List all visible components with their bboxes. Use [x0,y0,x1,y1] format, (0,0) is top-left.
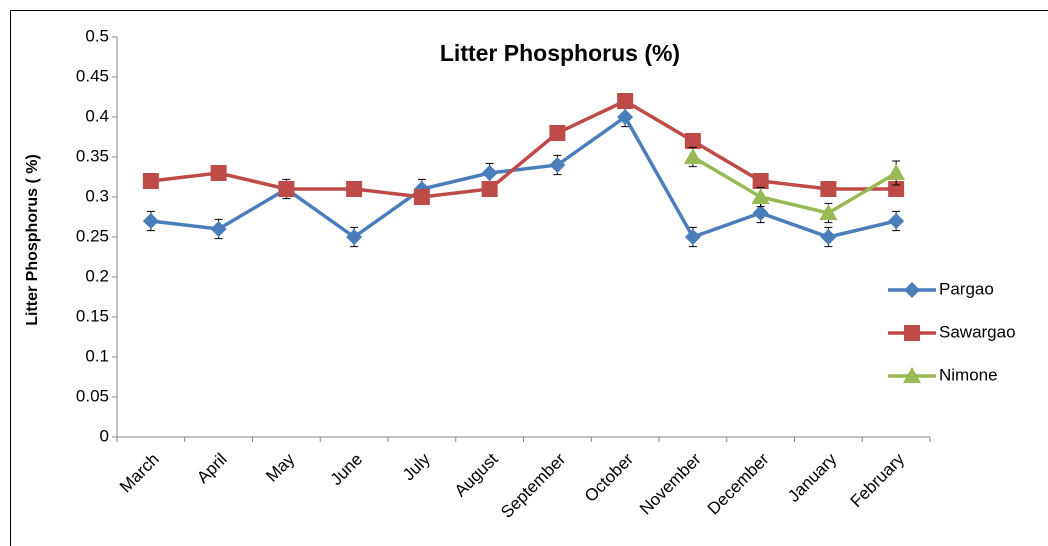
x-tick-label: October [581,449,637,505]
data-point [684,133,701,149]
legend-marker [904,325,920,341]
data-point [683,148,702,164]
y-tick-label: 0 [100,426,109,445]
data-point [210,165,227,181]
data-point [887,164,906,180]
legend-marker [903,367,921,383]
data-point [617,109,634,125]
x-tick-label: March [116,450,163,497]
x-tick-label: July [399,449,434,484]
data-point [820,229,837,245]
series-line [150,114,897,240]
data-point [752,205,769,221]
x-tick-label: November [636,449,705,518]
y-tick-label: 0.05 [76,386,109,405]
series-line [150,99,897,199]
data-point [210,221,227,237]
x-tick-label: April [193,450,230,487]
data-point [413,189,430,205]
x-tick-label: June [327,450,367,490]
data-point [617,93,634,109]
data-point [549,157,566,173]
legend-label: Pargao [939,279,994,298]
y-tick-label: 0.4 [85,106,109,125]
data-point [278,181,295,197]
y-tick-label: 0.1 [85,346,109,365]
y-tick-label: 0.45 [76,66,109,85]
x-tick-label: January [784,449,841,506]
data-point [549,125,566,141]
y-tick-label: 0.15 [76,306,109,325]
x-tick-label: May [262,449,298,485]
legend-label: Sawargao [939,322,1016,341]
data-point [752,173,769,189]
data-point [888,213,905,229]
series-line [691,155,898,215]
y-tick-label: 0.35 [76,146,109,165]
x-tick-label: December [704,449,773,518]
y-tick-label: 0.2 [85,266,109,285]
y-tick-label: 0.25 [76,226,109,245]
data-point [684,229,701,245]
data-point [346,181,363,197]
data-point [142,173,159,189]
data-point [481,181,498,197]
chart-title: Litter Phosphorus (%) [440,40,680,66]
data-point [751,188,770,204]
legend-label: Nimone [939,365,998,384]
x-tick-label: September [497,449,569,521]
x-tick-label: August [451,449,502,500]
legend-marker [904,282,920,298]
y-axis-label: Litter Phosphorus ( %) [24,154,41,326]
y-tick-label: 0.5 [85,26,109,45]
x-tick-label: February [847,449,909,511]
data-point [819,204,838,220]
data-point [820,181,837,197]
data-point [142,213,159,229]
data-point [346,229,363,245]
y-tick-label: 0.3 [85,186,109,205]
data-point [481,165,498,181]
